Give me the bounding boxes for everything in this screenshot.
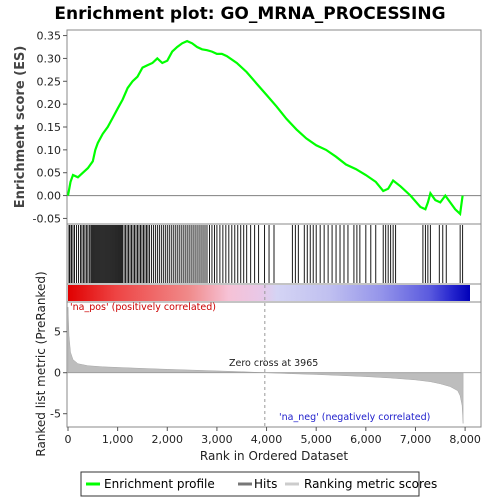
es-y-tick-label: 0.00 bbox=[37, 190, 62, 203]
es-y-tick-label: 0.35 bbox=[37, 30, 62, 43]
es-y-axis-label: Enrichment score (ES) bbox=[13, 46, 28, 209]
x-tick-label: 3,000 bbox=[201, 433, 233, 446]
metric-y-tick-label: 0 bbox=[54, 367, 61, 380]
legend-hits: Hits bbox=[254, 477, 277, 491]
negative-correlation-label: 'na_neg' (negatively correlated) bbox=[279, 412, 430, 423]
es-y-tick-label: 0.30 bbox=[37, 52, 62, 65]
metric-y-tick-label: 5 bbox=[54, 326, 61, 339]
x-tick-label: 8,000 bbox=[449, 433, 481, 446]
x-axis: 0 1,000 2,000 3,000 4,000 5,000 6,000 7,000 8,00… bbox=[65, 427, 481, 446]
metric-y-axis: -5 0 5 bbox=[50, 326, 67, 421]
metric-panel-frame bbox=[66, 301, 482, 428]
enrichment-profile-line bbox=[66, 39, 464, 217]
hits-group bbox=[68, 225, 464, 283]
positive-correlation-label: 'na_pos' (positively correlated) bbox=[70, 302, 216, 313]
es-y-tick-label: 0.20 bbox=[37, 98, 62, 111]
rank-heat-bar bbox=[68, 285, 470, 301]
es-y-tick-label: 0.25 bbox=[37, 75, 62, 88]
x-tick-label: 4,000 bbox=[251, 433, 283, 446]
es-y-tick-label: 0.15 bbox=[37, 121, 62, 134]
x-tick-label: 7,000 bbox=[400, 433, 432, 446]
metric-y-axis-label: Ranked list metric (PreRanked) bbox=[34, 271, 48, 456]
x-tick-label: 5,000 bbox=[300, 433, 332, 446]
es-y-tick-label: 0.10 bbox=[37, 144, 62, 157]
x-axis-label: Rank in Ordered Dataset bbox=[200, 449, 348, 463]
x-tick-label: 2,000 bbox=[152, 433, 184, 446]
x-tick-label: 6,000 bbox=[350, 433, 382, 446]
chart-title: Enrichment plot: GO_MRNA_PROCESSING bbox=[54, 4, 445, 24]
zero-cross-label: Zero cross at 3965 bbox=[229, 358, 318, 369]
es-y-tick-label: 0.05 bbox=[37, 167, 62, 180]
x-tick-label: 0 bbox=[65, 433, 72, 446]
ranking-metric-area bbox=[67, 307, 464, 424]
x-tick-label: 1,000 bbox=[102, 433, 134, 446]
es-panel-frame bbox=[66, 29, 482, 225]
legend-enrichment-profile: Enrichment profile bbox=[104, 477, 215, 491]
es-y-axis: -0.05 0.00 0.05 0.10 0.15 0.20 0.25 0.30 0.35 bbox=[33, 30, 67, 225]
legend-ranking-metric-scores: Ranking metric scores bbox=[304, 477, 437, 491]
metric-y-tick-label: -5 bbox=[50, 408, 61, 421]
es-y-tick-label: -0.05 bbox=[33, 212, 61, 225]
